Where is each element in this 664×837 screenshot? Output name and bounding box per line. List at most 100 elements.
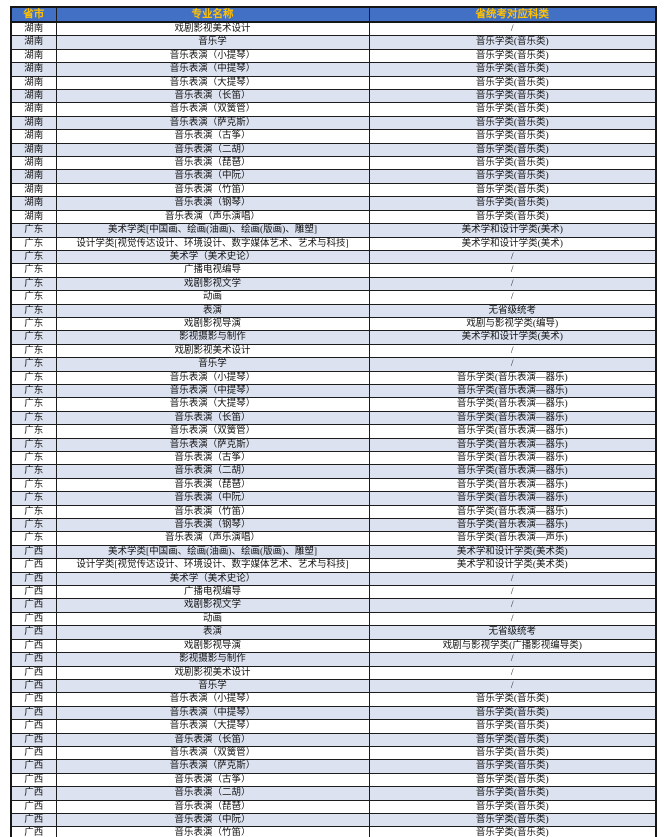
cell-exam-category: 音乐学类(音乐表演—器乐): [368, 397, 657, 412]
cell-major: 音乐表演（二胡）: [55, 142, 370, 158]
table-row: 湖南 音乐表演（大提琴） 音乐学类(音乐类): [10, 75, 657, 91]
cell-major: 音乐表演（大提琴）: [55, 75, 370, 91]
cell-exam-category: 音乐学类(音乐类): [368, 692, 657, 707]
column-header-exam-category: 省统考对应科类: [368, 6, 657, 23]
table-row: 广东 音乐表演（琵琶） 音乐学类(音乐表演—器乐): [10, 477, 657, 493]
cell-province: 广西: [10, 665, 57, 680]
table-body: 湖南 戏剧影视美术设计 / 湖南 音乐学 音乐学类(音乐类) 湖南 音乐表演（小提琴） 音乐学类…: [10, 21, 657, 837]
table-row: 广西 动画 /: [10, 611, 657, 627]
cell-major: 美术学（美术史论）: [55, 249, 370, 265]
cell-major: 动画: [55, 290, 370, 305]
cell-province: 广西: [10, 719, 57, 734]
cell-major: 音乐表演（钢琴）: [55, 196, 370, 211]
cell-province: 广西: [10, 732, 57, 747]
cell-exam-category: 音乐学类(音乐表演—器乐): [368, 410, 657, 426]
cell-exam-category: 音乐学类(音乐表演—器乐): [368, 424, 657, 439]
cell-exam-category: 戏剧与影视学类(编导): [368, 316, 657, 332]
cell-major: 音乐表演（琵琶）: [55, 799, 370, 814]
table-row: 广西 音乐表演（二胡） 音乐学类(音乐类): [10, 786, 657, 801]
cell-exam-category: 音乐学类(音乐类): [368, 719, 657, 734]
table-row: 湖南 音乐表演（声乐演唱） 音乐学类(音乐类): [10, 209, 657, 225]
cell-province: 湖南: [10, 102, 57, 117]
table-row: 广东 音乐表演（钢琴） 音乐学类(音乐表演—器乐): [10, 518, 657, 533]
cell-province: 湖南: [10, 75, 57, 91]
cell-major: 音乐表演（声乐演唱）: [55, 531, 370, 546]
cell-province: 广东: [10, 531, 57, 546]
cell-province: 广西: [10, 759, 57, 774]
table-row: 广西 音乐表演（长笛） 音乐学类(音乐类): [10, 732, 657, 747]
cell-province: 广东: [10, 303, 57, 318]
table-row: 广东 音乐表演（竹笛） 音乐学类(音乐表演—器乐): [10, 504, 657, 520]
cell-province: 广东: [10, 410, 57, 426]
cell-major: 音乐学: [55, 678, 370, 694]
cell-province: 广西: [10, 826, 57, 837]
cell-province: 广西: [10, 705, 57, 721]
cell-major: 音乐表演（萨克斯）: [55, 759, 370, 774]
cell-exam-category: 音乐学类(音乐类): [368, 102, 657, 117]
cell-exam-category: 音乐学类(音乐表演—器乐): [368, 370, 657, 385]
table-header: 省市 专业名称 省统考对应科类: [10, 6, 657, 23]
cell-exam-category: /: [368, 611, 657, 627]
table-row: 广西 音乐表演（小提琴） 音乐学类(音乐类): [10, 692, 657, 707]
cell-province: 湖南: [10, 182, 57, 198]
cell-major: 音乐表演（竹笛）: [55, 182, 370, 198]
table-row: 广西 广播电视编导 /: [10, 585, 657, 600]
cell-province: 广西: [10, 678, 57, 694]
cell-major: 戏剧影视美术设计: [55, 343, 370, 359]
table-row: 湖南 音乐表演（双簧管） 音乐学类(音乐类): [10, 102, 657, 117]
cell-major: 音乐表演（古筝）: [55, 129, 370, 144]
cell-exam-category: 无省级统考: [368, 625, 657, 640]
cell-major: 影视摄影与制作: [55, 652, 370, 667]
table-row: 广西 音乐表演（中阮） 音乐学类(音乐类): [10, 812, 657, 828]
cell-exam-category: 音乐学类(音乐类): [368, 35, 657, 50]
cell-exam-category: 音乐学类(音乐类): [368, 62, 657, 77]
cell-exam-category: 音乐学类(音乐类): [368, 759, 657, 774]
cell-exam-category: /: [368, 585, 657, 600]
cell-major: 音乐表演（中阮）: [55, 491, 370, 506]
table-row: 广东 戏剧影视美术设计 /: [10, 343, 657, 359]
table-row: 广东 表演 无省级统考: [10, 303, 657, 318]
cell-exam-category: 音乐学类(音乐类): [368, 772, 657, 788]
table-row: 广西 戏剧影视美术设计 /: [10, 665, 657, 680]
table-row: 广西 表演 无省级统考: [10, 625, 657, 640]
cell-exam-category: 戏剧与影视学类(广播影视编导类): [368, 638, 657, 654]
cell-exam-category: /: [368, 263, 657, 278]
cell-province: 湖南: [10, 62, 57, 77]
cell-major: 音乐表演（长笛）: [55, 89, 370, 104]
cell-major: 表演: [55, 625, 370, 640]
cell-exam-category: /: [368, 357, 657, 372]
cell-major: 音乐表演（钢琴）: [55, 518, 370, 533]
cell-province: 湖南: [10, 169, 57, 184]
cell-major: 音乐表演（琵琶）: [55, 477, 370, 493]
table-row: 广西 音乐表演（琵琶） 音乐学类(音乐类): [10, 799, 657, 814]
table-row: 湖南 音乐表演（钢琴） 音乐学类(音乐类): [10, 196, 657, 211]
cell-major: 戏剧影视文学: [55, 598, 370, 613]
cell-major: 广播电视编导: [55, 263, 370, 278]
cell-major: 动画: [55, 611, 370, 627]
table-row: 湖南 音乐表演（长笛） 音乐学类(音乐类): [10, 89, 657, 104]
cell-major: 音乐表演（中提琴）: [55, 705, 370, 721]
cell-province: 广西: [10, 692, 57, 707]
cell-province: 广东: [10, 357, 57, 372]
cell-exam-category: /: [368, 276, 657, 292]
cell-province: 湖南: [10, 89, 57, 104]
cell-major: 音乐表演（双簧管）: [55, 102, 370, 117]
cell-exam-category: 音乐学类(音乐类): [368, 786, 657, 801]
table-row: 湖南 音乐表演（琵琶） 音乐学类(音乐类): [10, 156, 657, 171]
cell-province: 湖南: [10, 209, 57, 225]
cell-major: 音乐表演（长笛）: [55, 732, 370, 747]
table-row: 湖南 音乐表演（小提琴） 音乐学类(音乐类): [10, 48, 657, 64]
cell-province: 湖南: [10, 156, 57, 171]
cell-province: 广东: [10, 464, 57, 479]
cell-province: 广东: [10, 437, 57, 453]
cell-province: 湖南: [10, 21, 57, 37]
cell-major: 音乐表演（大提琴）: [55, 719, 370, 734]
cell-exam-category: 音乐学类(音乐类): [368, 812, 657, 828]
cell-exam-category: 音乐学类(音乐类): [368, 799, 657, 814]
cell-exam-category: 无省级统考: [368, 303, 657, 318]
table-row: 广东 美术学类[中国画、绘画(油画)、绘画(版画)、雕塑] 美术学和设计学类(美术): [10, 223, 657, 238]
table-row: 广西 音乐学 /: [10, 678, 657, 694]
cell-major: 戏剧影视美术设计: [55, 665, 370, 680]
cell-province: 湖南: [10, 196, 57, 211]
